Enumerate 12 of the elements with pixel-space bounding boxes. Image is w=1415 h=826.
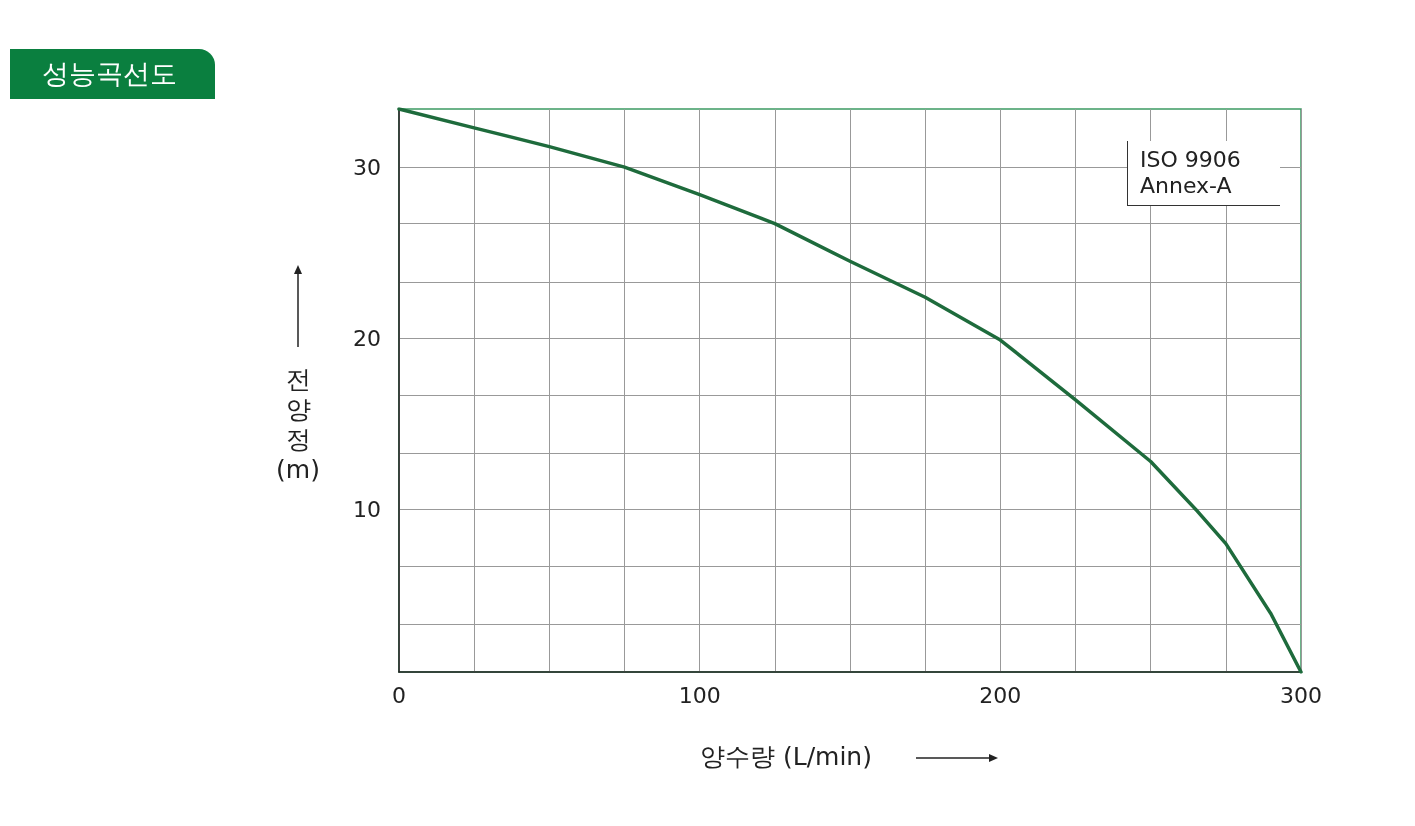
y-tick-label: 10 — [353, 496, 381, 522]
text: 성능곡선도 — [10, 49, 215, 99]
x-tick-label: 300 — [1280, 682, 1322, 708]
x-axis-title: 양수량 (L/min) — [700, 741, 872, 773]
x-tick-label: 100 — [678, 682, 721, 708]
y-tick-label: 30 — [353, 154, 381, 180]
x-tick-label: 0 — [392, 682, 406, 708]
y-tick-label: 20 — [353, 325, 381, 351]
line-series — [397, 107, 1303, 674]
x-tick-label: 200 — [979, 682, 1022, 708]
annotation: ISO 9906 Annex-A — [1127, 141, 1280, 206]
y-axis-title: 전양정 (m) — [275, 365, 321, 485]
